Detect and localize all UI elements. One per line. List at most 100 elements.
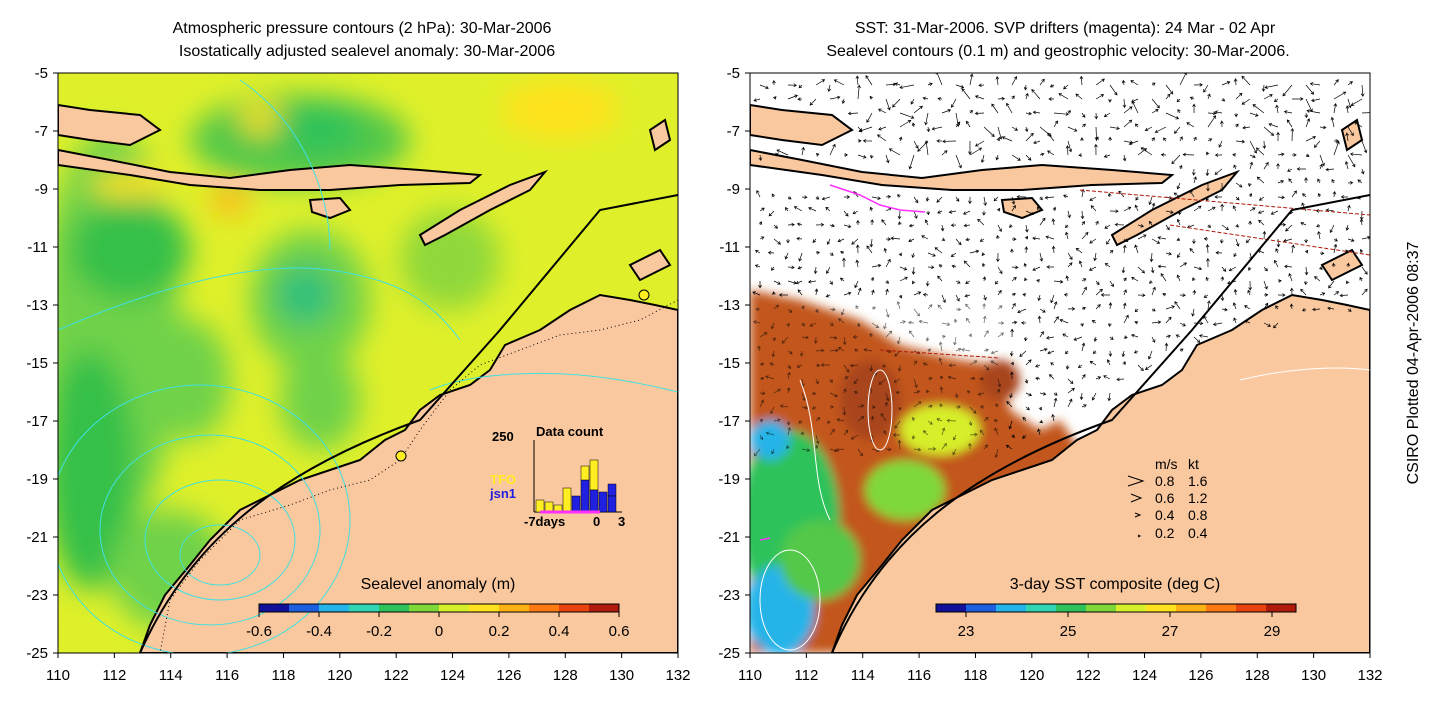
velocity-arrow (1282, 84, 1293, 97)
velocity-arrow (1317, 231, 1321, 240)
velocity-arrow (814, 288, 819, 296)
velocity-arrow (1309, 82, 1321, 86)
velocity-arrow (1333, 103, 1338, 114)
velocity-arrow (1094, 143, 1098, 156)
velocity-arrow (965, 237, 971, 242)
velocity-arrow (1248, 280, 1253, 291)
left-xtick-label: 122 (384, 667, 409, 684)
velocity-arrow (881, 219, 887, 226)
right-xtick-label: 110 (738, 667, 762, 684)
velocity-arrow (1036, 279, 1041, 283)
velocity-arrow (1221, 98, 1226, 102)
left-xtick-label: 126 (496, 667, 521, 684)
velocity-arrow (1192, 289, 1197, 296)
velocity-arrow (1123, 206, 1132, 212)
velocity-arrow (1174, 126, 1181, 134)
velocity-arrow (753, 448, 761, 457)
velocity-arrow (1340, 195, 1349, 199)
velocity-arrow (1010, 328, 1014, 338)
left-colorbar-tick-label: 0.6 (609, 623, 630, 640)
velocity-arrow (1319, 125, 1327, 130)
velocity-arrow (1179, 322, 1186, 327)
velocity-arrow (1137, 266, 1146, 274)
velocity-arrow (752, 291, 761, 296)
left-ytick-label: -13 (26, 297, 48, 314)
station-marker-1 (395, 450, 407, 462)
velocity-arrow (1131, 333, 1139, 338)
velocity-arrow (1154, 126, 1167, 134)
left-xtick-label: 130 (609, 667, 634, 684)
velocity-arrow (1078, 260, 1083, 268)
velocity-arrow (1277, 180, 1285, 184)
velocity-arrow (878, 126, 887, 131)
velocity-arrow (771, 193, 776, 198)
left-colorbar-segment (289, 604, 320, 612)
inset-x-mid: 0 (593, 514, 600, 529)
velocity-arrow (1025, 132, 1034, 142)
velocity-arrow (997, 96, 1006, 101)
left-xtick-label: 116 (215, 667, 239, 684)
velocity-arrow (870, 219, 874, 226)
velocity-arrow (1276, 238, 1281, 248)
velocity-arrow (931, 126, 943, 131)
velocity-arrow (815, 378, 819, 385)
velocity-arrow (815, 153, 820, 157)
velocity-arrow (1214, 110, 1223, 115)
velocity-arrow (885, 308, 890, 318)
velocity-arrow (759, 419, 764, 423)
velocity-arrow (1305, 118, 1311, 128)
velocity-arrow (801, 305, 805, 310)
velocity-arrow (850, 434, 859, 440)
velocity-arrow (1262, 140, 1267, 149)
velocity-arrow (1359, 276, 1363, 282)
velocity-arrow (937, 275, 943, 282)
velocity-arrow (1073, 336, 1083, 341)
inset-ymax: 250 (492, 429, 514, 444)
velocity-arrow (885, 392, 890, 402)
velocity-arrow (849, 363, 859, 368)
velocity-arrow (969, 376, 976, 381)
velocity-arrow (1095, 78, 1105, 86)
left-colorbar-tick-label: -0.6 (246, 623, 272, 640)
velocity-arrow (883, 247, 888, 254)
velocity-arrow (786, 322, 790, 327)
velocity-arrow (964, 293, 971, 298)
velocity-arrow (1249, 140, 1257, 154)
velocity-arrow (1065, 145, 1070, 156)
velocity-arrow (1205, 168, 1210, 177)
right-xtick-label: 124 (1132, 667, 1157, 684)
velocity-arrow (908, 320, 915, 325)
velocity-arrow (1151, 137, 1155, 142)
plot-credit: CSIRO Plotted 04-Apr-2006 08:37 (1405, 242, 1422, 485)
velocity-arrow (911, 122, 916, 128)
left-ytick-label: -19 (26, 471, 48, 488)
velocity-arrow (862, 139, 873, 143)
velocity-arrow (1025, 92, 1029, 100)
velocity-arrow (809, 322, 817, 327)
right-ytick-label: -13 (718, 297, 740, 314)
velocity-arrow (1011, 154, 1021, 161)
velocity-arrow (1053, 112, 1070, 116)
velocity-arrow (1039, 217, 1046, 226)
velocity-arrow (1095, 304, 1101, 310)
velocity-arrow (1046, 336, 1055, 340)
velocity-arrow (1095, 280, 1100, 286)
velocity-arrow (1005, 444, 1013, 450)
velocity-arrow (941, 150, 948, 156)
data-count-inset: Data count 250 -7days 0 3 TFO jsn1 (489, 424, 625, 529)
velocity-arrow (1252, 104, 1265, 114)
velocity-arrow (800, 431, 804, 436)
velocity-arrow (969, 109, 973, 114)
inset-title: Data count (536, 424, 604, 439)
velocity-arrow (937, 96, 943, 101)
velocity-arrow (1039, 331, 1044, 338)
velocity-arrow (997, 224, 1002, 233)
right-ytick-label: -11 (719, 239, 740, 256)
velocity-arrow (1198, 334, 1209, 338)
velocity-arrow (1162, 292, 1167, 297)
velocity-arrow (927, 252, 936, 257)
velocity-arrow (1319, 163, 1323, 170)
velocity-arrow (1047, 132, 1055, 142)
velocity-arrow (983, 444, 988, 450)
velocity-arrow (1064, 350, 1069, 355)
